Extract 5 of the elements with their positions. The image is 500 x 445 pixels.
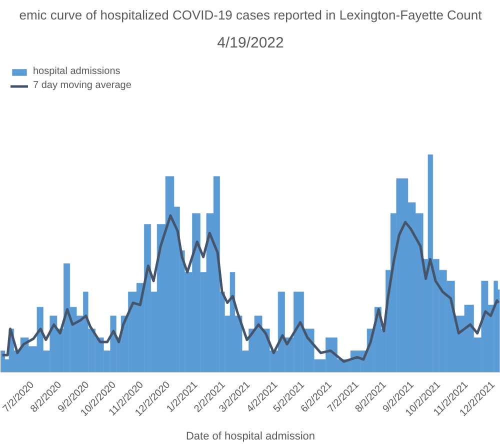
legend-label: hospital admissions [33, 66, 120, 77]
x-axis-title: Date of hospital admission [186, 430, 316, 443]
legend-label: 7 day moving average [33, 80, 132, 91]
chart-subtitle: 4/19/2022 [217, 34, 284, 52]
chart-title: emic curve of hospitalized COVID-19 cases reported in Lexington-Fayette Count [19, 8, 482, 22]
